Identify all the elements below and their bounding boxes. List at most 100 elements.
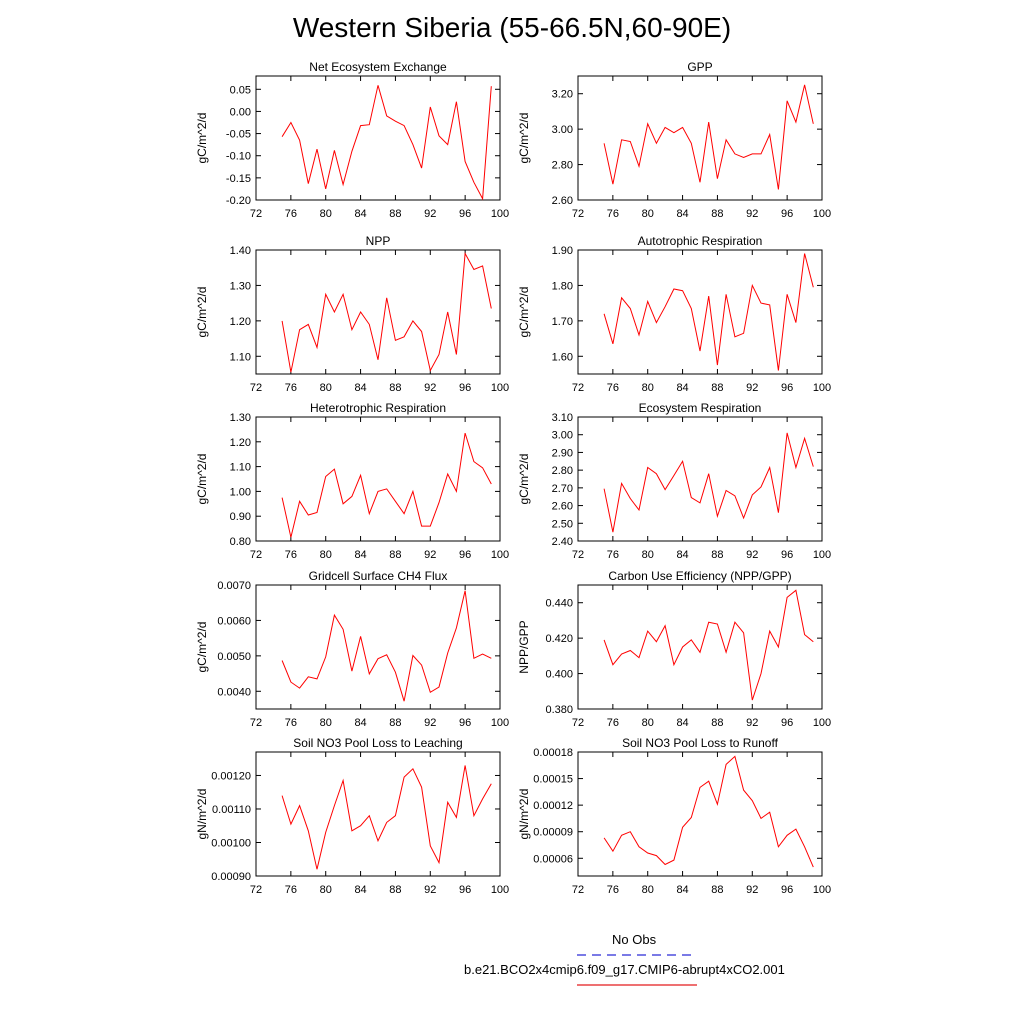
plot-frame xyxy=(255,416,501,542)
series-line xyxy=(603,432,814,533)
y-tick-label: 1.30 xyxy=(230,280,251,292)
x-tick-label: 80 xyxy=(642,717,654,729)
series-line xyxy=(281,251,492,373)
x-tick-label: 80 xyxy=(320,382,332,394)
y-tick-label: 0.00012 xyxy=(533,800,573,812)
series-line xyxy=(603,84,814,190)
y-tick-label: 2.60 xyxy=(552,195,573,207)
y-tick-label: 1.60 xyxy=(552,351,573,363)
x-tick-label: 72 xyxy=(572,382,584,394)
x-tick-label: 80 xyxy=(642,549,654,561)
y-tick-label: -0.10 xyxy=(226,151,251,163)
y-tick-label: 0.0040 xyxy=(217,686,251,698)
x-tick-label: 80 xyxy=(320,208,332,220)
x-tick-label: 88 xyxy=(389,208,401,220)
x-tick-label: 72 xyxy=(572,884,584,896)
legend xyxy=(577,954,697,986)
x-tick-label: 84 xyxy=(676,208,688,220)
x-tick-label: 88 xyxy=(389,549,401,561)
y-tick-label: 3.00 xyxy=(552,430,573,442)
panel-soil-no3-pool-loss-to-runoff: Soil NO3 Pool Loss to Runoff gN/m^2/d 72 76… xyxy=(517,736,831,896)
x-tick-label: 88 xyxy=(711,208,723,220)
y-axis-label: gC/m^2/d xyxy=(517,454,531,505)
panel-title: Soil NO3 Pool Loss to Leaching xyxy=(293,736,462,750)
y-tick-label: 2.60 xyxy=(552,501,573,513)
x-tick-label: 96 xyxy=(459,208,471,220)
y-tick-label: 1.20 xyxy=(230,316,251,328)
y-tick-label: 1.10 xyxy=(230,351,251,363)
y-tick-label: 1.10 xyxy=(230,462,251,474)
legend-label-no-obs: No Obs xyxy=(612,932,657,947)
series-line xyxy=(281,432,492,538)
y-tick-label: 0.440 xyxy=(545,598,573,610)
y-tick-label: 0.400 xyxy=(545,669,573,681)
x-tick-label: 96 xyxy=(459,717,471,729)
x-tick-label: 96 xyxy=(459,884,471,896)
series-line xyxy=(281,765,492,870)
x-tick-label: 88 xyxy=(389,717,401,729)
x-tick-label: 80 xyxy=(320,717,332,729)
x-tick-label: 100 xyxy=(491,382,509,394)
x-tick-label: 88 xyxy=(711,884,723,896)
panel-carbon-use-efficiency-npp-gpp: Carbon Use Efficiency (NPP/GPP) NPP/GPP 72… xyxy=(517,569,831,729)
x-tick-label: 96 xyxy=(781,717,793,729)
x-tick-label: 92 xyxy=(746,549,758,561)
y-tick-label: 1.30 xyxy=(230,412,251,424)
y-tick-label: 0.05 xyxy=(230,84,251,96)
y-axis-label: gC/m^2/d xyxy=(195,454,209,505)
x-tick-label: 96 xyxy=(459,549,471,561)
x-tick-label: 84 xyxy=(354,382,366,394)
x-tick-label: 92 xyxy=(746,382,758,394)
x-tick-label: 80 xyxy=(642,208,654,220)
panels-group: Net Ecosystem Exchange gC/m^2/d 72 76 80 84 88… xyxy=(195,60,831,896)
plot-frame xyxy=(255,584,501,710)
panel-title: NPP xyxy=(366,234,391,248)
plot-frame xyxy=(577,751,823,877)
panel-heterotrophic-respiration: Heterotrophic Respiration gC/m^2/d 72 76 80 8… xyxy=(195,401,509,561)
y-tick-label: -0.20 xyxy=(226,195,251,207)
x-tick-label: 88 xyxy=(389,884,401,896)
x-tick-label: 72 xyxy=(250,717,262,729)
series-line xyxy=(603,755,814,868)
x-tick-label: 76 xyxy=(285,208,297,220)
x-tick-label: 96 xyxy=(781,208,793,220)
series-line xyxy=(281,85,492,201)
panel-ecosystem-respiration: Ecosystem Respiration gC/m^2/d 72 76 80 84 88 9… xyxy=(517,401,831,561)
y-tick-label: 0.380 xyxy=(545,704,573,716)
x-tick-label: 76 xyxy=(607,382,619,394)
x-tick-label: 84 xyxy=(354,208,366,220)
x-tick-label: 76 xyxy=(607,717,619,729)
x-tick-label: 96 xyxy=(459,382,471,394)
y-tick-label: 0.420 xyxy=(545,633,573,645)
x-tick-label: 80 xyxy=(642,382,654,394)
x-tick-label: 76 xyxy=(285,884,297,896)
x-tick-label: 100 xyxy=(813,382,831,394)
y-axis-label: gC/m^2/d xyxy=(195,287,209,338)
panel-title: GPP xyxy=(687,60,712,74)
panel-autotrophic-respiration: Autotrophic Respiration gC/m^2/d 72 76 80 84 8… xyxy=(517,234,831,394)
plot-frame xyxy=(255,751,501,877)
y-tick-label: -0.15 xyxy=(226,173,251,185)
x-tick-label: 72 xyxy=(250,549,262,561)
x-tick-label: 100 xyxy=(491,884,509,896)
x-tick-label: 92 xyxy=(746,884,758,896)
x-tick-label: 76 xyxy=(285,717,297,729)
y-tick-label: -0.05 xyxy=(226,129,251,141)
y-axis-label: gC/m^2/d xyxy=(195,113,209,164)
y-tick-label: 0.00090 xyxy=(211,871,251,883)
x-tick-label: 100 xyxy=(813,717,831,729)
x-tick-label: 100 xyxy=(813,208,831,220)
y-tick-label: 0.00100 xyxy=(211,837,251,849)
x-tick-label: 72 xyxy=(572,549,584,561)
panel-title: Gridcell Surface CH4 Flux xyxy=(309,569,448,583)
x-tick-label: 96 xyxy=(781,884,793,896)
x-tick-label: 72 xyxy=(572,717,584,729)
x-tick-label: 76 xyxy=(285,549,297,561)
panel-title: Net Ecosystem Exchange xyxy=(309,60,447,74)
x-tick-label: 84 xyxy=(676,382,688,394)
x-tick-label: 72 xyxy=(572,208,584,220)
y-tick-label: 0.00015 xyxy=(533,774,573,786)
y-tick-label: 2.80 xyxy=(552,160,573,172)
x-tick-label: 72 xyxy=(250,208,262,220)
x-tick-label: 84 xyxy=(354,549,366,561)
